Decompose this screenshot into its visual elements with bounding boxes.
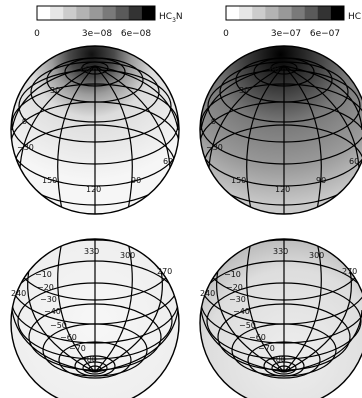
colorbar-1-cell — [76, 6, 90, 20]
colorbar-2-cell — [304, 6, 319, 20]
globe-top-right-lat-60: 60 — [269, 65, 279, 74]
globe-top-left-lat-m30: −30 — [17, 143, 34, 152]
globe-bottom-left-lat-m30: −30 — [40, 295, 57, 304]
colorbar-2-cell — [239, 6, 253, 20]
globe-bottom-left: 330 300 270 240 −10 −20 −30 −40 −50 −60 … — [10, 238, 180, 398]
globe-bottom-left-lat-m60: −60 — [60, 333, 77, 342]
colorbar-1-cell — [115, 6, 130, 20]
globe-bottom-right-lat-m10: −10 — [224, 270, 241, 279]
colorbar-2-label: HC — [348, 12, 361, 22]
colorbar-1-tick-0: 0 — [34, 29, 40, 39]
globe-bottom-right-lon-240: 240 — [200, 289, 215, 298]
globe-bottom-left-lon-270: 270 — [157, 267, 172, 276]
globe-bottom-right-lat-m20: −20 — [226, 283, 243, 292]
colorbar-1-label: HC3N — [159, 12, 183, 24]
globe-bottom-left-lon-330: 330 — [84, 247, 99, 256]
colorbar-2-cell — [330, 6, 345, 20]
colorbar-2: HC 0 3e−07 6e−07 — [223, 5, 361, 39]
colorbar-2-cell — [291, 6, 305, 20]
colorbar-1-cell — [89, 6, 103, 20]
globe-bottom-left-lat-m10: −10 — [35, 270, 52, 279]
globe-top-left-lon-120: 120 — [86, 185, 101, 194]
globe-bottom-left-lat-m20: −20 — [37, 283, 54, 292]
globe-bottom-left-lat-m50: −50 — [50, 321, 67, 330]
globe-bottom-left-lat-m70: −70 — [69, 344, 86, 353]
colorbar-1-tick-2: 6e−08 — [121, 29, 152, 39]
globe-top-right: 60 30 0 −30 150 120 90 60 — [199, 45, 362, 215]
globe-bottom-left-grid — [11, 239, 179, 379]
globe-top-left-lat-0: 0 — [22, 117, 27, 126]
colorbar-2-cell — [226, 6, 240, 20]
globe-bottom-right-lat-m70: −70 — [258, 344, 275, 353]
globe-top-right-lat-m30: −30 — [206, 143, 223, 152]
colorbar-1-cell — [50, 6, 64, 20]
globe-top-left-side-60: 60 — [163, 157, 173, 166]
globe-top-right-grid — [200, 57, 362, 214]
globe-bottom-left-lat-m80: −80 — [80, 355, 97, 364]
globe-bottom-right-lon-270: 270 — [342, 267, 357, 276]
colorbar-1: HC3N 0 3e−08 6e−08 — [34, 5, 183, 39]
globe-bottom-left-lat-m40: −40 — [44, 307, 61, 316]
globe-top-right-lat-30: 30 — [239, 86, 249, 95]
globe-top-left-lat-60: 60 — [80, 65, 90, 74]
globe-top-right-lat-0: 0 — [211, 117, 216, 126]
globe-bottom-right-lat-m60: −60 — [249, 333, 266, 342]
colorbar-2-cell — [252, 6, 266, 20]
globe-bottom-left-lon-300: 300 — [120, 251, 135, 260]
globe-top-right-lon-150: 150 — [231, 176, 246, 185]
globe-bottom-right: 330 300 270 240 −10 −20 −30 −40 −50 −60 … — [199, 238, 362, 398]
globe-bottom-right-grid — [200, 239, 362, 379]
colorbar-2-tick-1: 3e−07 — [271, 29, 301, 39]
colorbar-1-cell — [128, 6, 143, 20]
globe-top-left-lat-30: 30 — [50, 86, 60, 95]
colorbar-1-cell — [141, 6, 156, 20]
globe-bottom-right-lat-m40: −40 — [233, 307, 250, 316]
globe-bottom-right-lon-330: 330 — [273, 247, 288, 256]
colorbar-2-tick-0: 0 — [223, 29, 229, 39]
colorbar-1-tick-1: 3e−08 — [82, 29, 113, 39]
colorbar-2-tick-2: 6e−07 — [310, 29, 340, 39]
globe-top-right-lon-120: 120 — [275, 185, 290, 194]
globe-top-left-lon-90: 90 — [131, 176, 141, 185]
globe-bottom-right-lat-m50: −50 — [239, 321, 256, 330]
globe-bottom-right-lon-300: 300 — [309, 251, 324, 260]
globe-top-left: 60 30 0 −30 150 120 90 60 — [10, 45, 180, 215]
globe-top-left-lon-150: 150 — [42, 176, 57, 185]
colorbar-1-cell — [102, 6, 116, 20]
colorbar-1-cell — [63, 6, 77, 20]
globe-top-right-lon-90: 90 — [316, 176, 326, 185]
colorbar-2-cell — [317, 6, 332, 20]
globe-bottom-right-lat-m30: −30 — [229, 295, 246, 304]
colorbar-2-cell — [265, 6, 279, 20]
colorbar-1-cell — [37, 6, 51, 20]
colorbar-2-cell — [278, 6, 292, 20]
globe-bottom-left-lon-240: 240 — [11, 289, 26, 298]
globe-bottom-right-lat-m80: −80 — [269, 355, 286, 364]
globe-top-right-side-60: 60 — [349, 157, 359, 166]
